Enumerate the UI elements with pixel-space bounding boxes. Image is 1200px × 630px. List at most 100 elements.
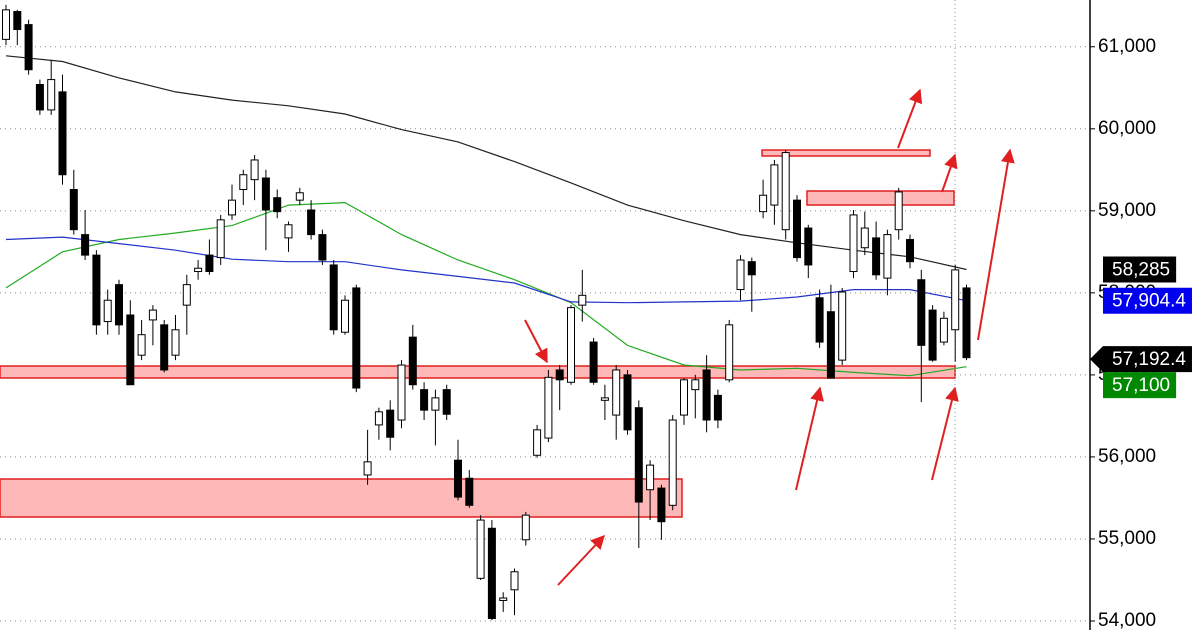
candle-body xyxy=(860,227,869,249)
candle-body xyxy=(510,571,519,591)
candle-body xyxy=(600,397,609,401)
resistance-zone xyxy=(806,190,955,206)
candle-body xyxy=(420,389,429,411)
candle-body xyxy=(103,299,112,323)
candle-body xyxy=(962,287,971,359)
candle-body xyxy=(951,269,960,331)
price-tag: 57,192.4 xyxy=(1090,346,1192,373)
candle-body xyxy=(928,309,937,361)
candle-body xyxy=(883,234,892,279)
price-tag: 58,285 xyxy=(1103,256,1177,283)
candle-body xyxy=(13,10,22,31)
y-tick-label: 55,000 xyxy=(1098,528,1156,549)
candle-body xyxy=(47,79,56,111)
candle-body xyxy=(533,429,542,456)
candle-body xyxy=(69,188,78,231)
candle-body xyxy=(148,309,157,321)
price-tag: 57,100 xyxy=(1103,372,1177,399)
candle-body xyxy=(521,514,530,541)
candle-body xyxy=(894,191,903,231)
price-tag-label: 57,100 xyxy=(1112,375,1170,396)
candle-body xyxy=(838,291,847,361)
candle-body xyxy=(747,261,756,276)
candle-body xyxy=(499,597,508,601)
price-tag: 57,904.4 xyxy=(1103,287,1192,314)
candle-body xyxy=(126,314,135,386)
candle-body xyxy=(239,174,248,190)
candle-body xyxy=(781,152,790,231)
y-tick-label: 54,000 xyxy=(1098,610,1156,630)
price-tag-label: 57,904.4 xyxy=(1112,291,1186,312)
candle-body xyxy=(295,192,304,201)
candle-body xyxy=(250,159,259,181)
candle-body xyxy=(216,219,225,259)
candle-body xyxy=(24,24,33,71)
candle-body xyxy=(397,364,406,421)
candle-body xyxy=(318,234,327,261)
support-zone xyxy=(0,478,683,518)
candle-body xyxy=(408,336,417,386)
candle-body xyxy=(815,297,824,343)
candle-body xyxy=(431,397,440,411)
y-tick-label: 56,000 xyxy=(1098,446,1156,467)
price-tag-bg xyxy=(1103,287,1192,314)
candle-body xyxy=(680,379,688,416)
price-tag-bg xyxy=(1090,346,1192,373)
candle-body xyxy=(759,194,768,213)
candle-body xyxy=(906,239,914,263)
candle-body xyxy=(205,254,214,273)
moving-average xyxy=(5,201,967,377)
candle-body xyxy=(826,311,835,379)
candle-body xyxy=(363,461,372,476)
candle-body xyxy=(465,477,474,506)
candle-body xyxy=(713,394,722,421)
candle-body xyxy=(160,324,169,371)
candle-body xyxy=(793,199,801,259)
candle-body xyxy=(374,411,383,426)
y-tick-label: 60,000 xyxy=(1098,118,1156,139)
candle-body xyxy=(770,164,779,206)
candle-body xyxy=(171,329,180,356)
candle-body xyxy=(58,91,67,176)
candle-body xyxy=(115,284,123,326)
candle-body xyxy=(725,324,734,381)
candle-body xyxy=(476,519,485,579)
candle-body xyxy=(92,254,101,326)
price-tag-bg xyxy=(1103,372,1177,399)
candle-body xyxy=(657,487,666,523)
candle-body xyxy=(544,376,553,439)
candle-body xyxy=(137,334,146,356)
candle-body xyxy=(668,419,677,506)
candle-body xyxy=(284,224,293,239)
candle-body xyxy=(487,527,496,620)
price-tag-label: 57,192.4 xyxy=(1112,349,1186,370)
candle-body xyxy=(386,409,395,438)
candle-body xyxy=(702,369,711,421)
candle-body xyxy=(589,341,598,383)
candle-body xyxy=(194,267,203,273)
moving-average xyxy=(5,236,967,304)
candle-body xyxy=(849,214,858,273)
candle-body xyxy=(939,317,948,343)
candle-body xyxy=(307,209,316,236)
candle-body xyxy=(555,369,564,381)
candle-body xyxy=(612,369,621,416)
candle-body xyxy=(691,379,700,391)
resistance-zone xyxy=(761,149,931,157)
support-zone xyxy=(0,365,956,379)
candle-body xyxy=(917,279,926,346)
candle-body xyxy=(81,234,90,256)
candle-body xyxy=(634,407,643,503)
candle-body xyxy=(872,237,881,276)
price-tag-bg xyxy=(1103,256,1177,283)
candle-body xyxy=(341,299,349,333)
candle-body xyxy=(228,199,236,216)
y-tick-label: 61,000 xyxy=(1098,36,1156,57)
zones xyxy=(0,149,956,518)
candle-body xyxy=(454,459,462,498)
price-tag-label: 58,285 xyxy=(1112,259,1170,280)
candle-body xyxy=(2,9,10,40)
candle-body xyxy=(273,197,282,213)
candle-body xyxy=(623,374,632,431)
